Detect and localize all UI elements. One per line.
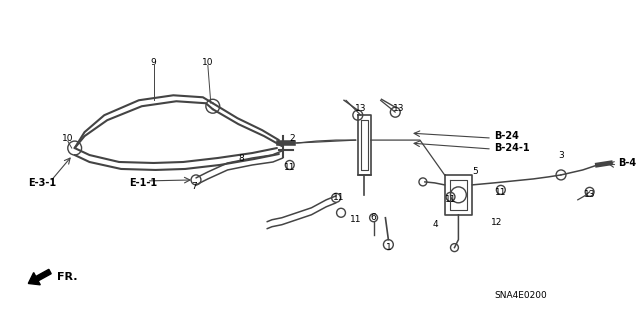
Text: 12: 12: [491, 218, 502, 227]
Text: 5: 5: [472, 167, 478, 176]
Text: 7: 7: [191, 182, 197, 191]
Text: SNA4E0200: SNA4E0200: [494, 291, 547, 300]
Text: 10: 10: [202, 58, 214, 67]
Text: 8: 8: [239, 153, 244, 162]
Text: 1: 1: [385, 243, 391, 252]
Text: 4: 4: [433, 220, 438, 229]
Text: 13: 13: [392, 104, 404, 113]
Text: B-24-1: B-24-1: [494, 143, 529, 153]
Text: 9: 9: [151, 58, 156, 67]
Text: B-4: B-4: [618, 158, 636, 168]
Text: 11: 11: [495, 188, 507, 197]
Text: E-1-1: E-1-1: [129, 178, 157, 188]
Text: 11: 11: [284, 163, 296, 173]
Text: 3: 3: [558, 151, 564, 160]
FancyArrow shape: [28, 269, 51, 285]
Text: 2: 2: [289, 134, 294, 143]
Text: B-24: B-24: [494, 131, 519, 141]
Text: FR.: FR.: [57, 272, 77, 283]
Text: 11: 11: [445, 195, 456, 204]
Text: 10: 10: [62, 134, 74, 143]
Text: E-3-1: E-3-1: [28, 178, 56, 188]
Text: 13: 13: [355, 104, 367, 113]
Text: 11: 11: [333, 193, 345, 202]
Text: 13: 13: [584, 190, 595, 199]
Text: 6: 6: [371, 213, 376, 222]
Text: 11: 11: [350, 215, 362, 224]
